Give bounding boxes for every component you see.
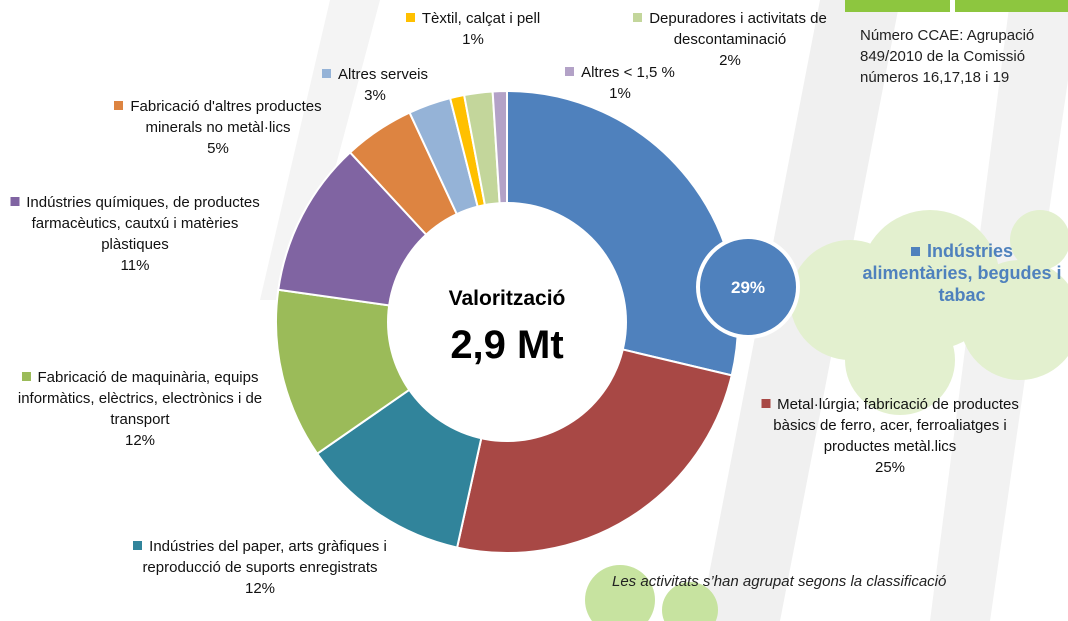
legend-marker — [322, 69, 331, 78]
category-name: Depuradores i activitats de descontamina… — [649, 10, 827, 48]
slice-label: Indústries químiques, de productes farma… — [3, 192, 268, 276]
category-name: Fabricació d'altres productes minerals n… — [130, 98, 321, 136]
slice-label: Altres < 1,5 % 1% — [535, 62, 705, 104]
slice-label: Fabricació d'altres productes minerals n… — [113, 96, 323, 159]
category-name: Altres serveis — [338, 66, 428, 83]
category-name: Tèxtil, calçat i pell — [422, 10, 540, 27]
legend-marker — [761, 399, 770, 408]
legend-marker — [22, 372, 31, 381]
page: Valorització 2,9 Mt 29% Número CCAE: Agr… — [0, 0, 1068, 621]
center-value: 2,9 Mt — [450, 323, 563, 367]
category-name: Metal·lúrgia; fabricació de productes bà… — [773, 396, 1019, 455]
chart: Valorització 2,9 Mt 29% — [0, 0, 1068, 621]
note-right: Número CCAE: Agrupació 849/2010 de la Co… — [860, 25, 1068, 88]
donut-hole — [387, 202, 627, 442]
value-label: 3% — [364, 87, 386, 104]
legend-marker — [911, 247, 920, 256]
category-name: Altres < 1,5 % — [581, 64, 675, 81]
value-label: 5% — [207, 140, 229, 157]
value-label: 1% — [609, 85, 631, 102]
center-title: Valorització — [449, 287, 566, 310]
value-label: 11% — [121, 257, 150, 274]
legend-marker — [10, 197, 19, 206]
highlight-value: 29% — [731, 278, 765, 297]
legend-marker — [406, 13, 415, 22]
legend-marker — [114, 101, 123, 110]
category-name: Fabricació de maquinària, equips informà… — [18, 369, 262, 428]
category-name: Indústries químiques, de productes farma… — [26, 194, 259, 253]
slice-label: Indústries del paper, arts gràfiques i r… — [130, 536, 390, 599]
slice-label: Indústries alimentàries, begudes i tabac — [862, 240, 1062, 306]
legend-marker — [133, 541, 142, 550]
category-name: Indústries alimentàries, begudes i tabac — [862, 241, 1061, 305]
slice-label: Altres serveis 3% — [295, 64, 455, 106]
legend-marker — [633, 13, 642, 22]
slice-label: Fabricació de maquinària, equips informà… — [5, 367, 275, 451]
value-label: 1% — [462, 31, 484, 48]
category-name: Indústries del paper, arts gràfiques i r… — [142, 538, 386, 576]
slice-label: Metal·lúrgia; fabricació de productes bà… — [758, 394, 1023, 478]
value-label: 12% — [245, 580, 275, 597]
legend-marker — [565, 67, 574, 76]
value-label: 12% — [125, 432, 155, 449]
value-label: 2% — [719, 52, 741, 69]
slice-label: Tèxtil, calçat i pell 1% — [373, 8, 573, 50]
note-bottom: Les activitats s’han agrupat segons la c… — [612, 573, 946, 590]
value-label: 25% — [875, 459, 905, 476]
